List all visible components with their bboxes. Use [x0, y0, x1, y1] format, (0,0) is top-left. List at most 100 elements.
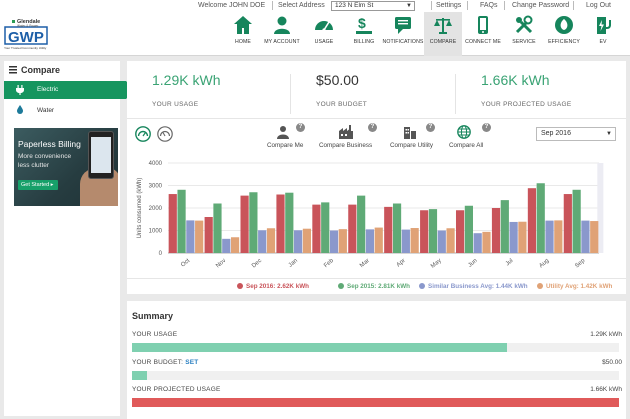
- chevron-down-icon: ▼: [606, 131, 612, 137]
- bar-dec-series-2: [258, 230, 267, 253]
- x-tick-label: Jun: [467, 258, 478, 269]
- help-icon[interactable]: ?: [296, 123, 305, 132]
- faqs-link[interactable]: FAQs: [480, 2, 498, 9]
- legend-item-utility-avg[interactable]: Utility Avg: 1.42K kWh: [537, 283, 612, 290]
- service-icon: [515, 15, 533, 34]
- nav-home[interactable]: HOME: [224, 12, 262, 56]
- glendale-logo[interactable]: GWP Glendale Water & Power Your Trusted …: [3, 14, 53, 54]
- bar-aug-series-1: [536, 183, 545, 253]
- y-tick-label: 3000: [149, 184, 163, 190]
- chevron-down-icon: ▼: [406, 3, 412, 9]
- bar-jan-series-3: [302, 228, 312, 253]
- legend-item-business-avg[interactable]: Similar Business Avg: 1.44K kWh: [419, 283, 528, 290]
- summary-panel: Summary YOUR USAGE 1.29K kWh YOUR BUDGET…: [127, 301, 626, 419]
- phone-screen: [91, 137, 111, 173]
- set-budget-link[interactable]: SET: [185, 359, 199, 366]
- y-tick-label: 0: [159, 251, 163, 257]
- bar-jul-series-3: [518, 221, 527, 253]
- nav-usage[interactable]: USAGE: [305, 12, 343, 56]
- brand-sub: Water & Power: [17, 24, 39, 28]
- billing-icon: $: [356, 15, 372, 34]
- compare-business-label: Compare Business: [319, 142, 373, 149]
- address-select[interactable]: 123 N Elm St ▼: [331, 1, 415, 11]
- bar-mar-series-1: [357, 195, 366, 253]
- bar-dec-series-3: [266, 228, 276, 253]
- bar-aug-series-2: [545, 220, 554, 253]
- bar-jul-series-2: [509, 221, 518, 253]
- bar-mar-series-0: [348, 204, 357, 253]
- nav-label: CONNECT ME: [465, 39, 501, 45]
- kpi-label: YOUR USAGE: [152, 101, 199, 108]
- bar-apr-series-2: [401, 229, 410, 253]
- budget-progress-fill: [132, 371, 147, 380]
- bar-apr-series-3: [410, 228, 419, 253]
- nav-connect-me[interactable]: CONNECT ME: [464, 12, 502, 56]
- settings-link[interactable]: Settings: [436, 2, 462, 9]
- nav-ev[interactable]: EV: [584, 12, 622, 56]
- x-tick-label: Nov: [215, 258, 227, 269]
- logout-link[interactable]: Log Out: [586, 2, 611, 9]
- bar-feb-series-1: [321, 202, 330, 253]
- summary-value: 1.29K kWh: [590, 331, 622, 338]
- top-utility-bar: Welcome JOHN DOE Select Address 123 N El…: [0, 0, 630, 12]
- nav-service[interactable]: SERVICE: [505, 12, 543, 56]
- select-address-label: Select Address: [278, 2, 325, 9]
- bar-may-series-3: [446, 228, 455, 253]
- nav-compare[interactable]: COMPARE: [424, 12, 462, 56]
- legend-label: Sep 2015: 2.81K kWh: [347, 283, 410, 290]
- bar-jun-series-2: [473, 233, 482, 253]
- get-started-button[interactable]: Get Started ▸: [18, 180, 58, 190]
- legend-item-sep-2016[interactable]: Sep 2016: 2.62K kWh: [237, 283, 309, 290]
- summary-label: YOUR BUDGET:: [132, 359, 184, 366]
- divider: [573, 1, 574, 10]
- svg-text:$: $: [358, 15, 366, 31]
- usage-bar-chart: 0 1000 2000 3000 4000 Units consumed (kWh) Oct…: [137, 161, 604, 270]
- promo-line-2: less clutter: [18, 162, 50, 169]
- help-icon[interactable]: ?: [426, 123, 435, 132]
- connect-icon: [478, 16, 488, 34]
- welcome-text: Welcome JOHN DOE: [198, 2, 266, 9]
- help-icon[interactable]: ?: [482, 123, 491, 132]
- nav-my-account[interactable]: MY ACCOUNT: [263, 12, 301, 56]
- progress-track: [132, 343, 619, 352]
- x-tick-label: Oct: [180, 258, 191, 269]
- x-tick-label: Apr: [396, 258, 407, 269]
- y-tick-label: 2000: [149, 206, 163, 212]
- bar-sep-series-1: [572, 189, 581, 253]
- compare-icon: [434, 18, 452, 34]
- notifications-icon: [395, 17, 411, 34]
- nav-notifications[interactable]: NOTIFICATIONS: [383, 12, 423, 56]
- bar-oct-series-0: [168, 194, 177, 253]
- divider: [504, 1, 505, 10]
- nav-label: NOTIFICATIONS: [382, 39, 424, 45]
- sidebar-item-electric[interactable]: Electric: [4, 81, 135, 99]
- active-item-background: [4, 81, 135, 99]
- plug-icon: [16, 85, 24, 95]
- divider: [467, 1, 468, 10]
- x-tick-label: Sep: [574, 258, 587, 270]
- nav-label: HOME: [235, 39, 251, 45]
- summary-title: Summary: [132, 311, 174, 321]
- bar-dec-series-0: [240, 195, 249, 253]
- legend-item-sep-2015[interactable]: Sep 2015: 2.81K kWh: [338, 283, 410, 290]
- nav-billing[interactable]: $ BILLING: [345, 12, 383, 56]
- legend-swatch: [338, 283, 344, 289]
- paperless-billing-promo[interactable]: Paperless Billing More convenience less …: [14, 128, 118, 206]
- help-icon[interactable]: ?: [368, 123, 377, 132]
- bar-may-series-0: [420, 210, 429, 253]
- legend-swatch: [419, 283, 425, 289]
- cost-gauge-icon[interactable]: [157, 126, 173, 142]
- month-select[interactable]: Sep 2016 ▼: [536, 127, 616, 141]
- bar-jun-series-0: [455, 210, 465, 253]
- change-password-link[interactable]: Change Password: [512, 2, 570, 9]
- summary-label-wrap: YOUR BUDGET: SET: [132, 359, 198, 366]
- bar-jul-series-0: [491, 208, 501, 253]
- promo-headline: Paperless Billing: [18, 139, 81, 149]
- divider: [272, 1, 273, 10]
- compare-sidebar: Compare Electric Water Paperless Billing…: [4, 61, 135, 416]
- usage-gauge-icon[interactable]: [135, 126, 151, 142]
- sidebar-item-water[interactable]: Water: [4, 101, 120, 119]
- month-select-value: Sep 2016: [541, 130, 571, 137]
- nav-efficiency[interactable]: EFFICIENCY: [545, 12, 583, 56]
- progress-track: [132, 398, 619, 407]
